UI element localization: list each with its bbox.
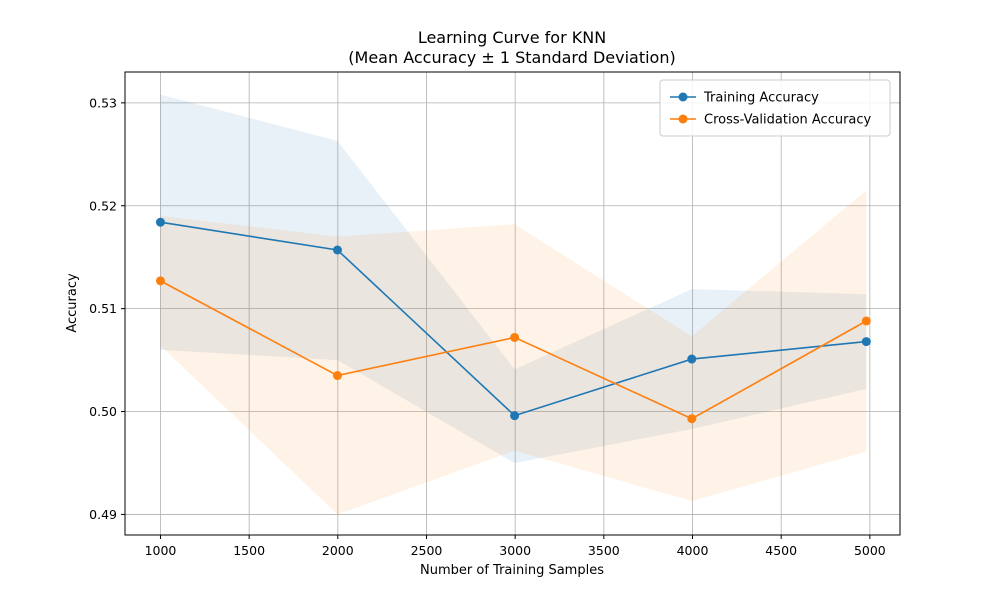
data-point-series-0 (155, 217, 165, 227)
data-point-series-0 (510, 411, 520, 421)
y-axis-label: Accuracy (65, 273, 80, 333)
data-point-series-1 (155, 276, 165, 286)
legend-swatch-marker (678, 92, 688, 102)
y-tick-label: 0.51 (89, 301, 117, 316)
x-tick-label: 4000 (677, 543, 709, 558)
y-tick-label: 0.49 (89, 507, 117, 522)
x-tick-label: 2000 (322, 543, 354, 558)
plot-frame (124, 71, 901, 536)
x-tick-label: 5000 (854, 543, 886, 558)
chart-title: Learning Curve for KNN (418, 28, 606, 47)
legend-swatch-marker (678, 114, 688, 124)
data-point-series-0 (332, 245, 342, 255)
x-tick-label: 1000 (145, 543, 177, 558)
std-band-series-0 (160, 94, 867, 463)
y-tick-label: 0.52 (89, 198, 117, 213)
axes-layer (121, 71, 901, 539)
x-axis-label: Number of Training Samples (420, 563, 604, 578)
x-tick-label: 3000 (499, 543, 531, 558)
x-tick-label: 3500 (588, 543, 620, 558)
chart-subtitle: (Mean Accuracy ± 1 Standard Deviation) (348, 48, 675, 67)
x-tick-label: 1500 (233, 543, 265, 558)
legend-entry-label: Training Accuracy (703, 91, 819, 106)
x-tick-label: 2500 (411, 543, 443, 558)
data-point-series-0 (861, 337, 871, 347)
legend: Training Accuracy Cross-Validation Accura… (659, 79, 891, 137)
data-point-series-0 (687, 354, 697, 364)
series-line-layer (155, 217, 871, 424)
data-point-series-1 (510, 332, 520, 342)
tick-label-layer: 1000 1500 2000 2500 3000 3500 4000 4500 5000 0.49… (89, 95, 886, 558)
std-band-series-1 (160, 190, 867, 515)
std-band-layer (160, 94, 867, 515)
x-tick-label: 4500 (765, 543, 797, 558)
legend-entry-label: Cross-Validation Accuracy (704, 113, 872, 128)
y-tick-label: 0.53 (89, 95, 117, 110)
legend-box (659, 79, 891, 137)
y-tick-label: 0.50 (89, 404, 117, 419)
data-point-series-1 (332, 371, 342, 381)
data-point-series-1 (861, 316, 871, 326)
data-point-series-1 (687, 414, 697, 424)
